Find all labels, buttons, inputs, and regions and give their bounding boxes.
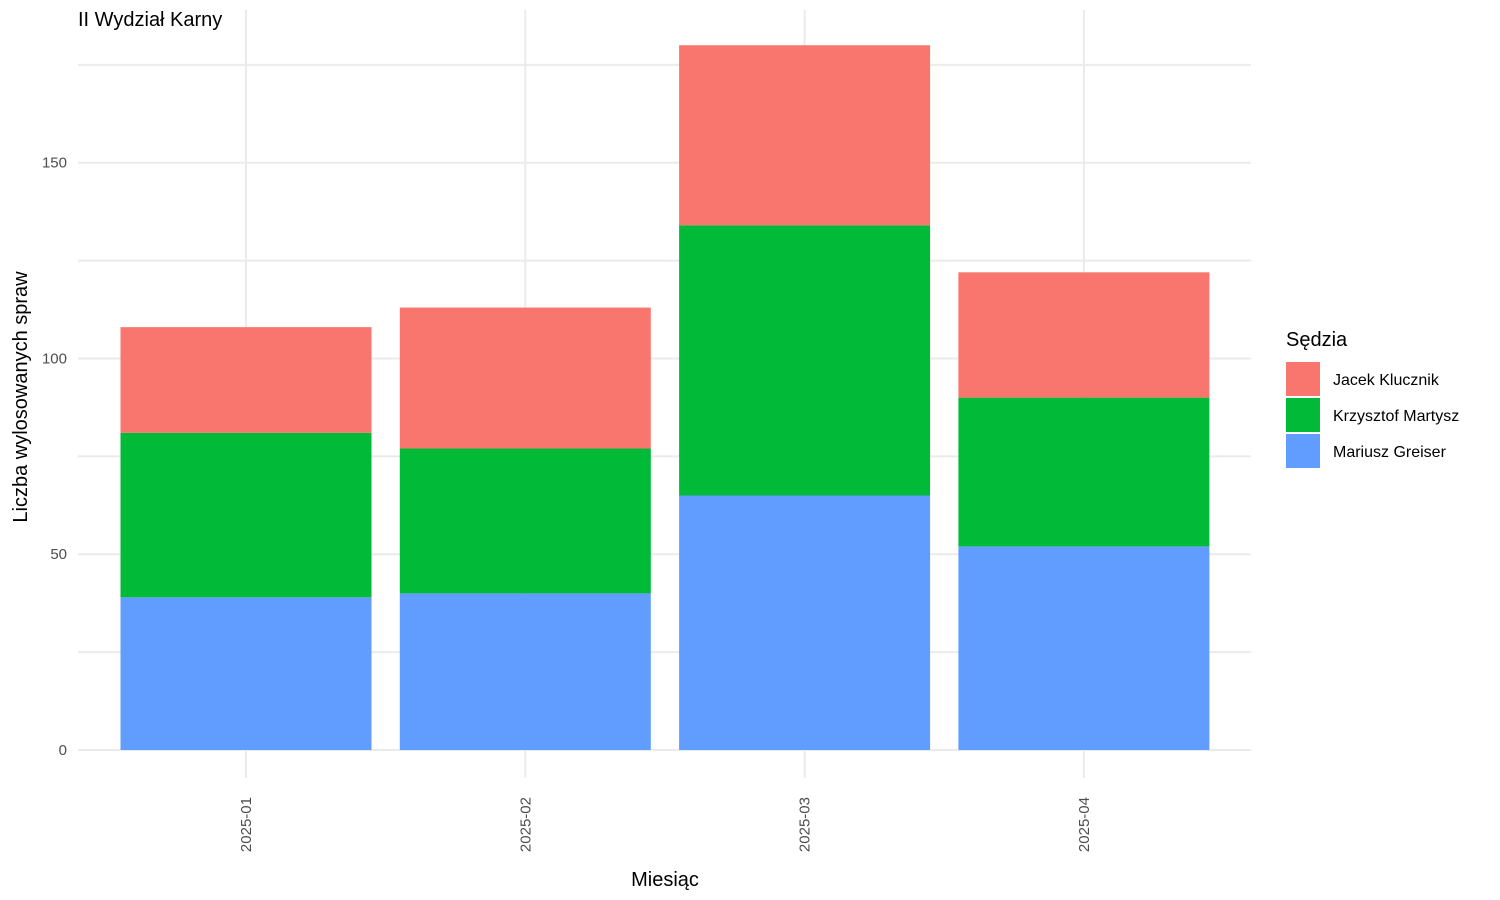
legend-swatch [1286,362,1320,396]
x-axis-ticks: 2025-01 2025-02 2025-03 2025-04 [238,797,1093,852]
bar-segment [120,432,372,598]
y-axis-ticks: 0 50 100 150 [42,155,67,759]
chart-title: II Wydział Karny [78,9,222,31]
bar-segment [679,495,931,750]
legend-title: Sędzia [1286,329,1348,351]
bar-segment [120,327,372,433]
legend-label: Mariusz Greiser [1333,444,1447,461]
legend-label: Jacek Klucznik [1333,372,1440,389]
bar-segment [120,597,372,750]
bar-segment [679,225,931,496]
legend-label: Krzysztof Martysz [1333,408,1459,425]
x-tick-label: 2025-03 [797,797,814,852]
bar-segment [679,45,931,226]
bar-segment [399,448,651,594]
bar-segment [399,307,651,449]
legend-swatch [1286,434,1320,468]
x-axis-title: Miesiąc [631,869,699,891]
x-tick-label: 2025-04 [1076,797,1093,852]
y-tick-label: 0 [59,742,67,759]
y-tick-label: 100 [42,350,67,367]
legend-swatch [1286,398,1320,432]
bar-segment [958,397,1210,547]
bar-segment [958,272,1210,398]
y-tick-label: 50 [50,546,67,563]
y-axis-title: Liczba wylosowanych spraw [10,271,32,523]
bars-layer [120,45,1210,750]
x-tick-label: 2025-01 [238,797,255,852]
bar-segment [399,593,651,750]
x-tick-label: 2025-02 [517,797,534,852]
bar-segment [958,546,1210,750]
legend: Sędzia Jacek Klucznik Krzysztof Martysz Ma… [1286,329,1459,468]
y-tick-label: 150 [42,155,67,172]
